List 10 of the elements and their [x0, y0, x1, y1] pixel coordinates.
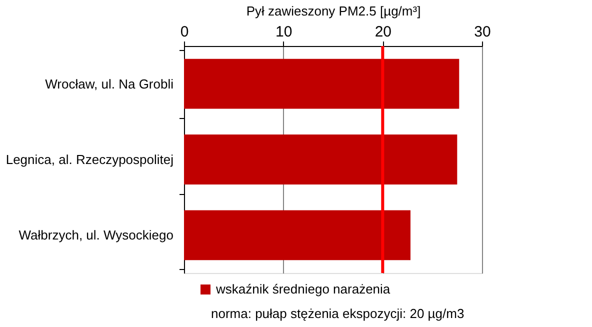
legend-label: wskaźnik średniego narażenia	[215, 282, 391, 296]
y-tick-label: Wałbrzych, ul. Wysockiego	[18, 228, 174, 243]
y-tick-label: Legnica, al. Rzeczypospolitej	[6, 152, 174, 167]
x-tick-label: 0	[180, 24, 189, 40]
x-tick-label: 30	[474, 24, 491, 40]
text: norma: pułap stężenia ekspozycji: 20 µg/m3	[211, 306, 464, 321]
y-tick-label: Wrocław, ul. Na Grobli	[45, 76, 174, 92]
x-tick-label: 10	[275, 24, 292, 40]
x-tick-label: 20	[374, 24, 392, 40]
x-axis-title: Pył zawieszony PM2.5 [µg/m³]	[246, 4, 421, 18]
